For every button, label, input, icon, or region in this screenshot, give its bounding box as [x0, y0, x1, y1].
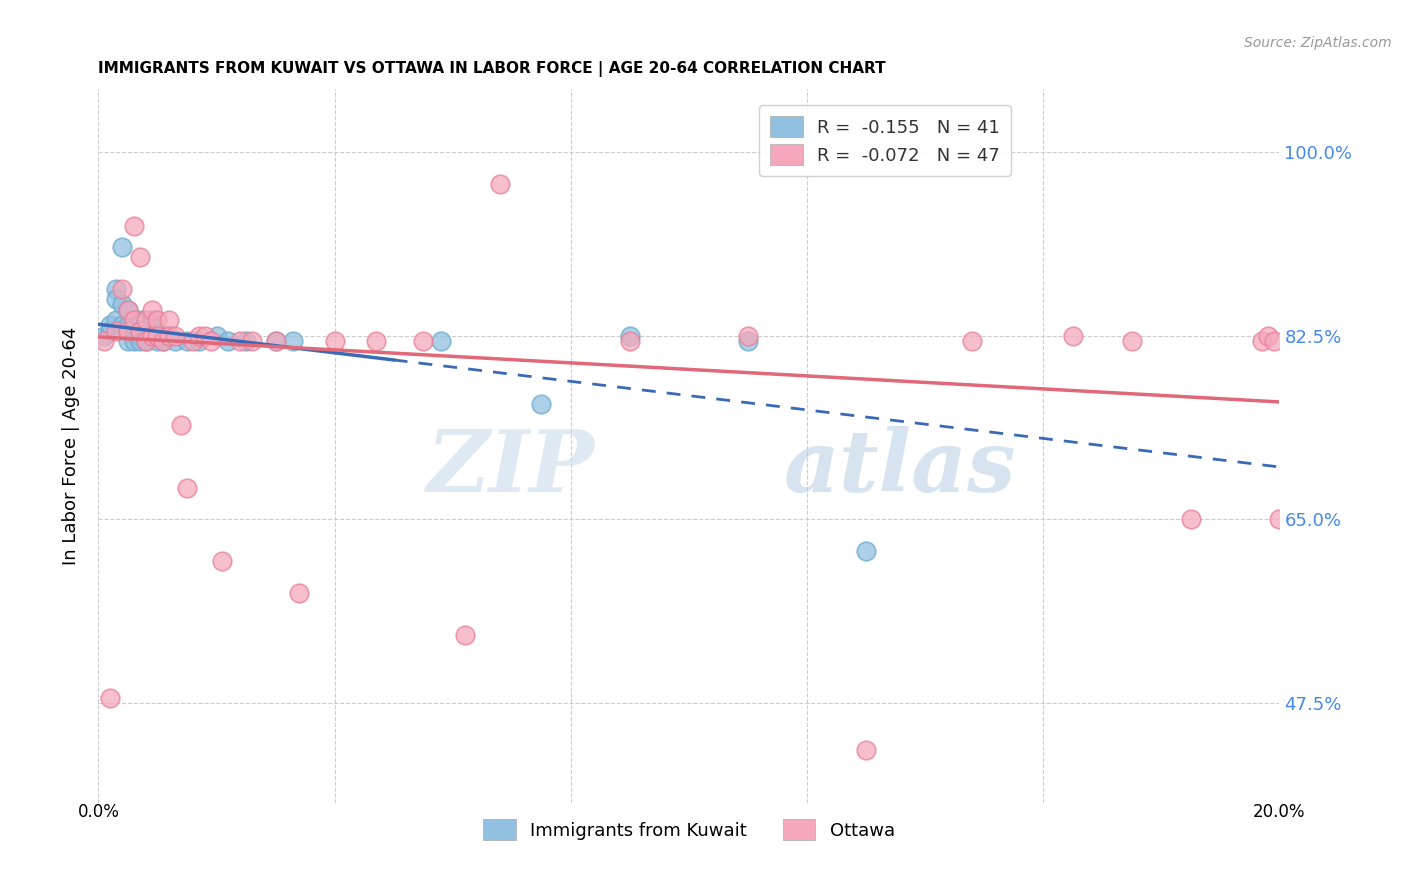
Point [111, 318, 134, 333]
Point [122, 313, 145, 327]
Point [135, 328, 157, 343]
Point [1263, 334, 1285, 348]
Point [117, 302, 139, 317]
Point [157, 328, 180, 343]
Point [430, 334, 453, 348]
Point [122, 313, 145, 327]
Point [1121, 334, 1143, 348]
Point [117, 302, 139, 317]
Point [165, 334, 187, 348]
Point [176, 481, 198, 495]
Point [117, 334, 139, 348]
Point [737, 334, 759, 348]
Point [122, 334, 145, 348]
Y-axis label: In Labor Force | Age 20-64: In Labor Force | Age 20-64 [62, 326, 80, 566]
Point [181, 334, 204, 348]
Point [1257, 328, 1279, 343]
Point [176, 334, 198, 348]
Point [283, 334, 305, 348]
Point [229, 334, 252, 348]
Point [135, 313, 157, 327]
Point [105, 292, 128, 306]
Point [128, 324, 150, 338]
Point [157, 313, 180, 327]
Point [128, 250, 150, 264]
Point [146, 326, 169, 340]
Point [240, 334, 263, 348]
Point [737, 328, 759, 343]
Point [141, 302, 163, 317]
Point [141, 328, 163, 343]
Point [128, 324, 150, 338]
Legend: Immigrants from Kuwait, Ottawa: Immigrants from Kuwait, Ottawa [472, 808, 905, 851]
Point [98, 324, 121, 338]
Point [146, 334, 169, 348]
Point [323, 334, 346, 348]
Point [117, 318, 139, 333]
Point [217, 334, 239, 348]
Point [530, 397, 553, 411]
Point [122, 219, 145, 233]
Point [157, 328, 180, 343]
Point [165, 328, 187, 343]
Point [152, 334, 174, 348]
Point [135, 334, 157, 348]
Point [111, 282, 134, 296]
Point [128, 334, 150, 348]
Point [141, 328, 163, 343]
Point [105, 324, 128, 338]
Point [111, 239, 134, 253]
Point [412, 334, 434, 348]
Point [264, 334, 287, 348]
Point [200, 334, 222, 348]
Point [146, 313, 169, 327]
Point [105, 282, 128, 296]
Text: Source: ZipAtlas.com: Source: ZipAtlas.com [1244, 36, 1392, 50]
Point [235, 334, 257, 348]
Point [211, 554, 233, 568]
Text: 20.0%: 20.0% [1253, 803, 1306, 821]
Point [141, 313, 163, 327]
Point [453, 628, 475, 642]
Point [619, 334, 641, 348]
Point [1268, 512, 1291, 526]
Point [117, 324, 139, 338]
Point [962, 334, 984, 348]
Point [98, 318, 121, 333]
Text: IMMIGRANTS FROM KUWAIT VS OTTAWA IN LABOR FORCE | AGE 20-64 CORRELATION CHART: IMMIGRANTS FROM KUWAIT VS OTTAWA IN LABO… [98, 61, 886, 77]
Point [146, 328, 169, 343]
Point [1250, 334, 1272, 348]
Point [93, 328, 115, 343]
Point [194, 328, 217, 343]
Point [288, 586, 311, 600]
Point [855, 743, 877, 757]
Point [187, 334, 209, 348]
Point [264, 334, 287, 348]
Point [187, 328, 209, 343]
Point [619, 328, 641, 343]
Point [122, 324, 145, 338]
Point [489, 177, 512, 191]
Text: ZIP: ZIP [426, 425, 595, 509]
Point [135, 334, 157, 348]
Point [364, 334, 387, 348]
Point [128, 328, 150, 343]
Text: 0.0%: 0.0% [77, 803, 120, 821]
Point [105, 313, 128, 327]
Point [152, 334, 174, 348]
Point [1062, 328, 1084, 343]
Point [855, 544, 877, 558]
Point [1180, 512, 1202, 526]
Point [128, 313, 150, 327]
Point [111, 297, 134, 311]
Point [98, 690, 121, 705]
Point [170, 417, 193, 432]
Point [205, 328, 228, 343]
Point [135, 318, 157, 333]
Text: atlas: atlas [783, 425, 1017, 509]
Point [93, 334, 115, 348]
